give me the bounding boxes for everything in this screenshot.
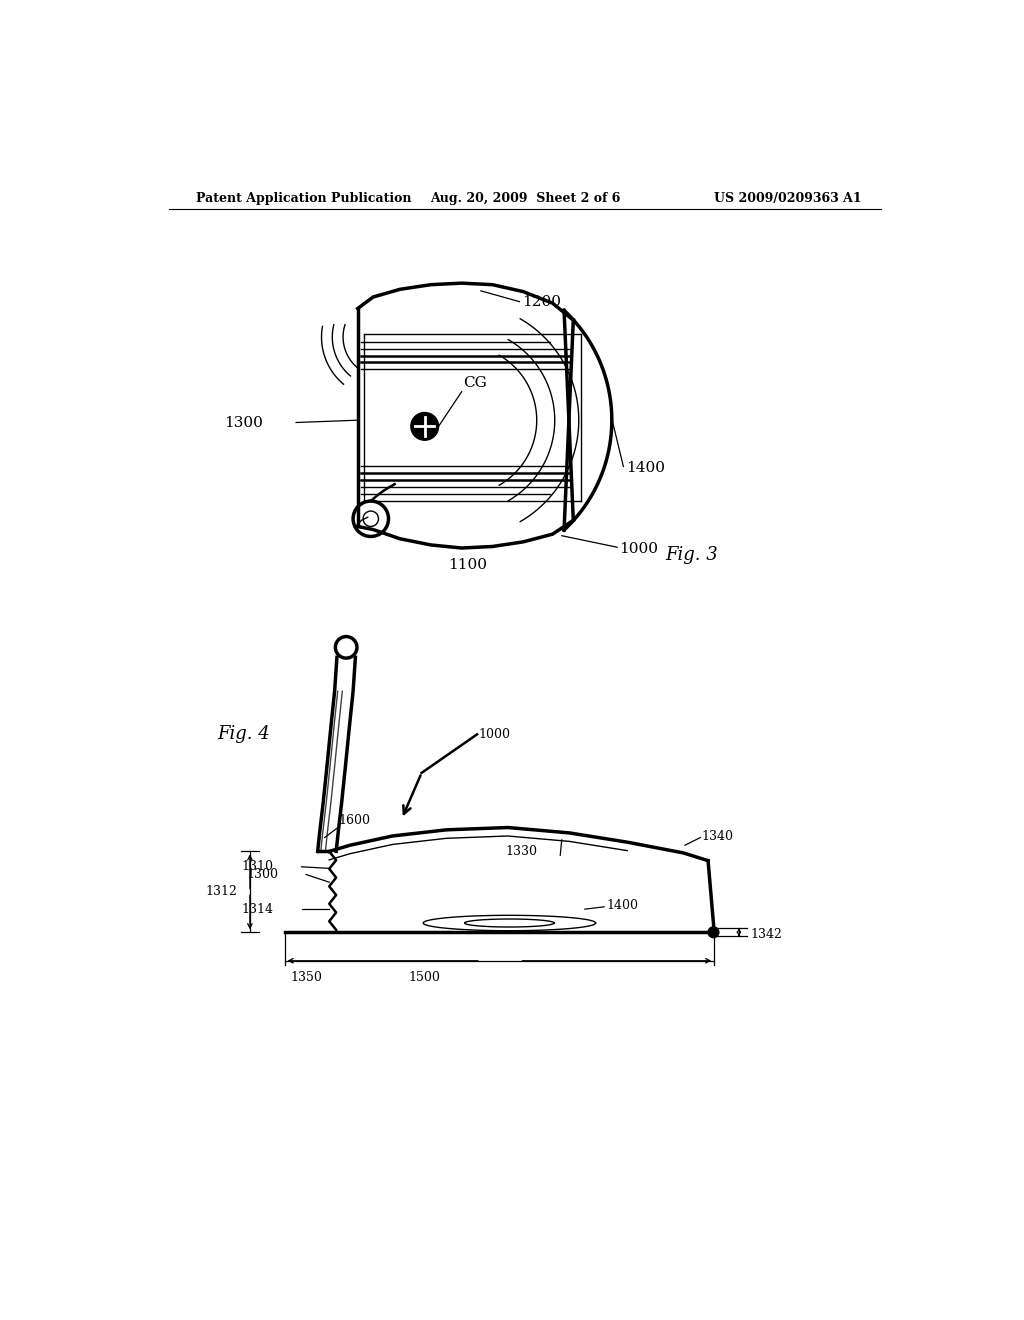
Text: 1314: 1314 (241, 903, 273, 916)
Text: 1600: 1600 (339, 813, 371, 826)
Text: 1000: 1000 (620, 541, 658, 556)
Text: Fig. 3: Fig. 3 (666, 546, 719, 564)
Text: 1340: 1340 (701, 829, 734, 842)
Text: 1000: 1000 (478, 727, 511, 741)
Text: 1300: 1300 (247, 869, 279, 880)
Text: 1400: 1400 (606, 899, 638, 912)
Text: 1312: 1312 (206, 884, 238, 898)
Text: CG: CG (463, 376, 487, 391)
Text: 1330: 1330 (505, 845, 538, 858)
Circle shape (708, 927, 719, 937)
Text: Patent Application Publication: Patent Application Publication (196, 191, 412, 205)
Text: 1500: 1500 (409, 970, 440, 983)
Text: 1300: 1300 (224, 416, 263, 429)
Text: 1342: 1342 (751, 928, 782, 941)
Text: Aug. 20, 2009  Sheet 2 of 6: Aug. 20, 2009 Sheet 2 of 6 (430, 191, 620, 205)
Text: 1200: 1200 (521, 294, 561, 309)
Text: 1310: 1310 (241, 861, 273, 874)
Text: 1400: 1400 (626, 461, 665, 475)
Text: 1100: 1100 (449, 558, 487, 572)
Text: Fig. 4: Fig. 4 (217, 726, 269, 743)
Text: US 2009/0209363 A1: US 2009/0209363 A1 (715, 191, 862, 205)
Circle shape (411, 413, 438, 441)
Text: 1350: 1350 (290, 970, 323, 983)
